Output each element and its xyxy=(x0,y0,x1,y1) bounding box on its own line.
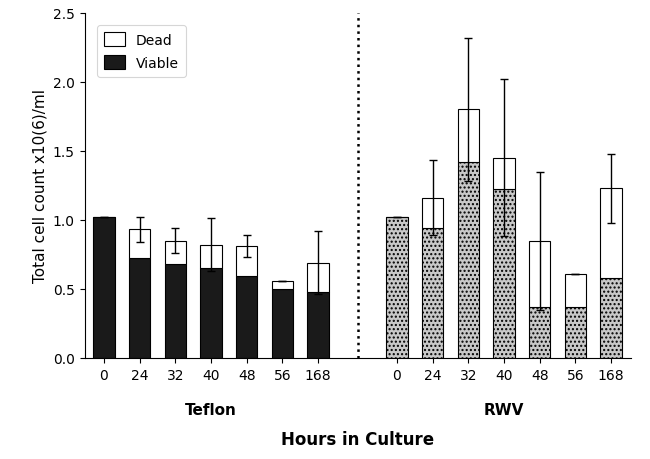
Bar xyxy=(200,245,222,269)
Bar xyxy=(529,307,551,358)
Bar xyxy=(307,263,329,292)
Bar xyxy=(422,198,443,229)
Bar xyxy=(493,158,515,190)
Bar xyxy=(129,230,150,259)
Bar xyxy=(307,292,329,358)
Bar xyxy=(458,162,479,358)
Bar xyxy=(93,218,114,358)
Bar xyxy=(529,241,551,307)
Bar xyxy=(129,259,150,358)
Bar xyxy=(565,307,586,358)
Bar xyxy=(601,189,622,278)
Text: RWV: RWV xyxy=(484,403,524,417)
Bar xyxy=(458,110,479,162)
Bar xyxy=(565,274,586,307)
Y-axis label: Total cell count x10(6)/ml: Total cell count x10(6)/ml xyxy=(32,89,47,283)
Bar xyxy=(236,277,257,358)
Bar xyxy=(164,241,186,264)
Bar xyxy=(386,218,408,358)
Bar xyxy=(272,281,293,289)
Bar xyxy=(164,264,186,358)
Bar xyxy=(236,246,257,277)
Bar xyxy=(272,289,293,358)
Text: Hours in Culture: Hours in Culture xyxy=(281,430,434,448)
Legend: Dead, Viable: Dead, Viable xyxy=(97,26,186,78)
Bar xyxy=(601,278,622,358)
Bar xyxy=(200,269,222,358)
Bar xyxy=(493,190,515,358)
Text: Teflon: Teflon xyxy=(185,403,237,417)
Bar xyxy=(422,229,443,358)
